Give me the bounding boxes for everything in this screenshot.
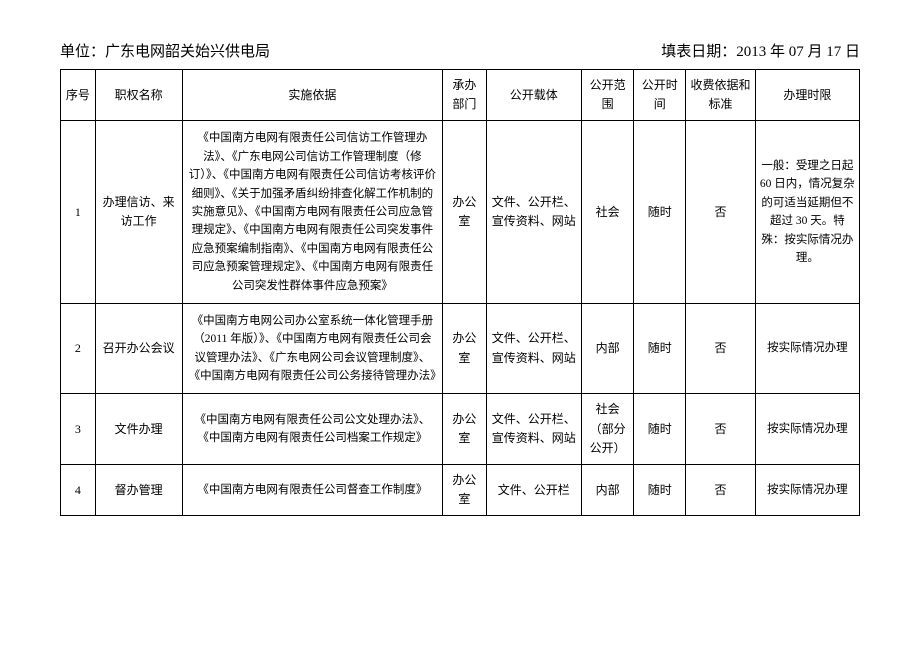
cell-time: 随时 bbox=[634, 121, 686, 304]
cell-media: 文件、公开栏、宣传资料、网站 bbox=[486, 121, 582, 304]
cell-time: 随时 bbox=[634, 465, 686, 516]
cell-scope: 内部 bbox=[582, 465, 634, 516]
cell-dept: 办公室 bbox=[443, 394, 486, 465]
cell-fee: 否 bbox=[686, 121, 755, 304]
cell-media: 文件、公开栏、宣传资料、网站 bbox=[486, 394, 582, 465]
cell-seq: 1 bbox=[61, 121, 96, 304]
cell-basis: 《中国南方电网公司办公室系统一体化管理手册（2011 年版）》、《中国南方电网有… bbox=[182, 303, 443, 394]
cell-name: 召开办公会议 bbox=[95, 303, 182, 394]
col-seq: 序号 bbox=[61, 70, 96, 121]
col-fee: 收费依据和标准 bbox=[686, 70, 755, 121]
table-row: 2 召开办公会议 《中国南方电网公司办公室系统一体化管理手册（2011 年版）》… bbox=[61, 303, 860, 394]
table-row: 3 文件办理 《中国南方电网有限责任公司公文处理办法》、《中国南方电网有限责任公… bbox=[61, 394, 860, 465]
cell-seq: 3 bbox=[61, 394, 96, 465]
unit-name: 广东电网韶关始兴供电局 bbox=[105, 44, 270, 60]
cell-fee: 否 bbox=[686, 303, 755, 394]
cell-name: 督办管理 bbox=[95, 465, 182, 516]
col-limit: 办理时限 bbox=[755, 70, 859, 121]
unit-label: 单位： bbox=[60, 44, 105, 60]
date-label: 填表日期： bbox=[661, 44, 736, 60]
cell-limit: 按实际情况办理 bbox=[755, 394, 859, 465]
cell-dept: 办公室 bbox=[443, 303, 486, 394]
cell-limit: 按实际情况办理 bbox=[755, 465, 859, 516]
cell-basis: 《中国南方电网有限责任公司信访工作管理办法》、《广东电网公司信访工作管理制度（修… bbox=[182, 121, 443, 304]
cell-basis: 《中国南方电网有限责任公司督查工作制度》 bbox=[182, 465, 443, 516]
date-block: 填表日期：2013 年 07 月 17 日 bbox=[661, 40, 860, 61]
cell-seq: 2 bbox=[61, 303, 96, 394]
col-basis: 实施依据 bbox=[182, 70, 443, 121]
cell-dept: 办公室 bbox=[443, 465, 486, 516]
cell-name: 办理信访、来访工作 bbox=[95, 121, 182, 304]
cell-limit: 按实际情况办理 bbox=[755, 303, 859, 394]
cell-basis: 《中国南方电网有限责任公司公文处理办法》、《中国南方电网有限责任公司档案工作规定… bbox=[182, 394, 443, 465]
cell-dept: 办公室 bbox=[443, 121, 486, 304]
cell-media: 文件、公开栏、宣传资料、网站 bbox=[486, 303, 582, 394]
table-header-row: 序号 职权名称 实施依据 承办部门 公开载体 公开范围 公开时间 收费依据和标准… bbox=[61, 70, 860, 121]
unit-block: 单位：广东电网韶关始兴供电局 bbox=[60, 40, 270, 61]
header-row: 单位：广东电网韶关始兴供电局 填表日期：2013 年 07 月 17 日 bbox=[60, 40, 860, 61]
table-row: 4 督办管理 《中国南方电网有限责任公司督查工作制度》 办公室 文件、公开栏 内… bbox=[61, 465, 860, 516]
cell-fee: 否 bbox=[686, 394, 755, 465]
table-row: 1 办理信访、来访工作 《中国南方电网有限责任公司信访工作管理办法》、《广东电网… bbox=[61, 121, 860, 304]
col-dept: 承办部门 bbox=[443, 70, 486, 121]
cell-scope: 内部 bbox=[582, 303, 634, 394]
col-scope: 公开范围 bbox=[582, 70, 634, 121]
cell-name: 文件办理 bbox=[95, 394, 182, 465]
cell-scope: 社会（部分公开） bbox=[582, 394, 634, 465]
cell-scope: 社会 bbox=[582, 121, 634, 304]
col-time: 公开时间 bbox=[634, 70, 686, 121]
cell-media: 文件、公开栏 bbox=[486, 465, 582, 516]
col-media: 公开载体 bbox=[486, 70, 582, 121]
cell-time: 随时 bbox=[634, 303, 686, 394]
cell-limit: 一般：受理之日起 60 日内，情况复杂的可适当延期但不超过 30 天。特殊：按实… bbox=[755, 121, 859, 304]
cell-seq: 4 bbox=[61, 465, 96, 516]
cell-fee: 否 bbox=[686, 465, 755, 516]
authority-table: 序号 职权名称 实施依据 承办部门 公开载体 公开范围 公开时间 收费依据和标准… bbox=[60, 69, 860, 516]
date-value: 2013 年 07 月 17 日 bbox=[736, 44, 860, 60]
col-name: 职权名称 bbox=[95, 70, 182, 121]
cell-time: 随时 bbox=[634, 394, 686, 465]
